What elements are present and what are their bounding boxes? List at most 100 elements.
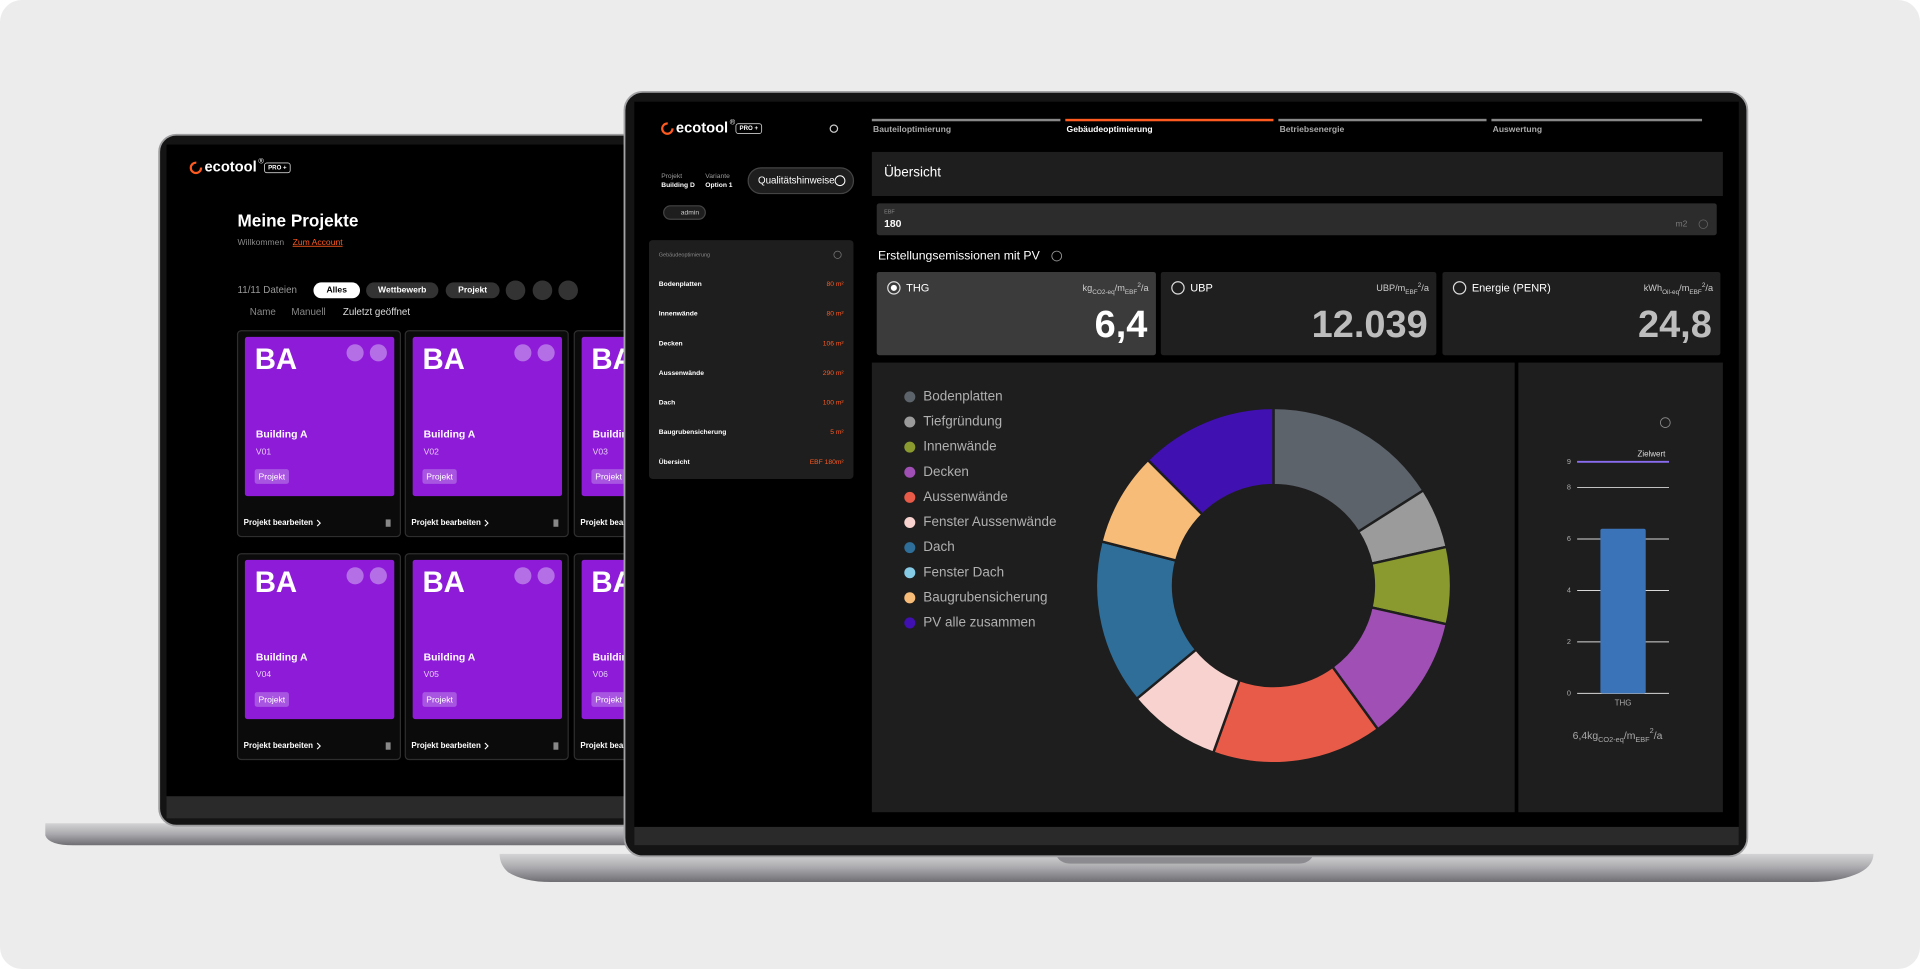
tab-indicator[interactable] [1065, 118, 1274, 122]
unit-part: CO2-eq [1092, 289, 1115, 296]
unit-part: 2 [1418, 282, 1422, 289]
card-tag: Projekt [595, 471, 622, 481]
legend-swatch [904, 416, 916, 428]
nav-item: Bodenplatten [659, 281, 702, 288]
user-pill[interactable] [663, 205, 706, 220]
y-tick-label: 0 [1567, 688, 1571, 697]
card-thumbnail [412, 336, 563, 497]
sort-option: Zuletzt geöffnet [343, 307, 411, 318]
nav-panel [648, 240, 854, 479]
unit-part: /m [1679, 284, 1690, 294]
unit-part: 2 [1137, 282, 1141, 289]
icon-button[interactable] [532, 280, 553, 301]
unit-part: EBF [1405, 289, 1418, 296]
tab-indicator[interactable] [1278, 118, 1487, 122]
ebf-unit: m2 [1675, 218, 1687, 228]
card-version: V04 [256, 669, 271, 679]
card-name: Building A [424, 430, 476, 441]
filter-pill[interactable] [445, 282, 500, 299]
nav-item: Übersicht [659, 457, 691, 466]
filter-label: Wettbewerb [378, 285, 426, 295]
nav-item: Dach [659, 400, 675, 407]
badge: PRO + [740, 125, 759, 132]
y-tick-label: 8 [1567, 482, 1571, 491]
icon-button[interactable] [558, 280, 578, 301]
unit-part: UBP/m [1376, 284, 1405, 294]
y-tick-label: 2 [1567, 637, 1571, 646]
kpi-card[interactable] [1442, 271, 1721, 356]
radio[interactable] [887, 281, 901, 295]
bar-caption: 6,4kgCO2-eq/mEBF2/a [1573, 727, 1663, 745]
unit-part: CO2-eq [1598, 736, 1624, 745]
legend-swatch [904, 592, 916, 604]
card-tag: Projekt [426, 694, 453, 704]
chevron [484, 742, 489, 750]
nav-item: Baugrubensicherung [659, 429, 727, 436]
sort-option: Manuell [291, 307, 325, 318]
kpi-value: 24,8 [1638, 304, 1712, 346]
card-action: Projekt bearbeiten [411, 741, 481, 750]
legend-label: Bodenplatten [923, 388, 1002, 403]
card-thumbnail [244, 336, 395, 497]
chevron [316, 742, 321, 750]
info-icon [1051, 250, 1063, 262]
tab-indicator[interactable] [871, 118, 1061, 122]
overview-bar [871, 151, 1723, 197]
tab-indicator[interactable] [1491, 118, 1703, 122]
legend-label: Fenster Aussenwände [923, 514, 1056, 529]
filter-pill[interactable] [313, 282, 360, 299]
unit-part: Oil-eq [1662, 289, 1680, 296]
unit-part: EBF [1689, 289, 1702, 296]
bar [1600, 528, 1646, 694]
kpi-label: UBP [1190, 282, 1213, 294]
page-title: Meine Projekte [238, 210, 359, 230]
logo-icon [189, 161, 203, 175]
nav-value: EBF 180m² [810, 459, 845, 466]
legend-label: Tiefgründung [923, 414, 1002, 429]
card-tag-bg [422, 692, 457, 707]
kpi-unit: kWhOil-eq/mEBF2/a [1644, 282, 1714, 296]
legend-swatch [904, 491, 916, 503]
theme-icon[interactable] [829, 124, 839, 133]
card-tag-bg [591, 692, 626, 707]
ebf-input[interactable] [876, 203, 1717, 236]
card-icon [514, 344, 532, 362]
radio[interactable] [1452, 281, 1467, 295]
project-label: Projekt [661, 173, 682, 180]
taskbar [166, 796, 657, 819]
legend-label: PV alle zusammen [923, 614, 1035, 629]
card-icon [346, 567, 364, 585]
account-link[interactable]: Zum Account [293, 237, 344, 247]
card-tag: Projekt [426, 471, 453, 481]
card-icon [514, 567, 532, 585]
unit-part: /a [1141, 284, 1150, 294]
filter-label: Alles [327, 285, 348, 295]
check-icon [834, 175, 846, 187]
card-version: V03 [593, 446, 608, 456]
icon-button[interactable] [505, 280, 526, 301]
card-version: V05 [424, 669, 439, 679]
kpi-card[interactable] [1160, 271, 1437, 356]
quality-button[interactable] [747, 167, 855, 195]
filter-pill[interactable] [366, 282, 439, 299]
legend-swatch [904, 567, 916, 579]
taskbar [634, 826, 1739, 846]
card-tag: Projekt [259, 694, 286, 704]
kpi-value: 12.039 [1312, 304, 1428, 346]
variant-name: Option 1 [705, 182, 733, 189]
kpi-card[interactable] [876, 271, 1156, 356]
welcome: Willkommen [238, 237, 285, 247]
card-initials: BA [255, 343, 297, 376]
quality-label: Qualitätshinweise [758, 175, 835, 186]
front-screen: ecotool ® PRO + Projekt Building D Variante Op… [659, 117, 1721, 765]
nav-title: Gebäudeoptimierung [659, 252, 710, 258]
radio[interactable] [1171, 281, 1185, 295]
legend-swatch [904, 542, 916, 554]
y-tick-label: 4 [1567, 585, 1571, 594]
card-action: Projekt bearbeiten [580, 741, 650, 750]
ebf-label: EBF [884, 209, 895, 215]
card-version: V06 [593, 669, 608, 679]
logo-icon [661, 122, 674, 135]
